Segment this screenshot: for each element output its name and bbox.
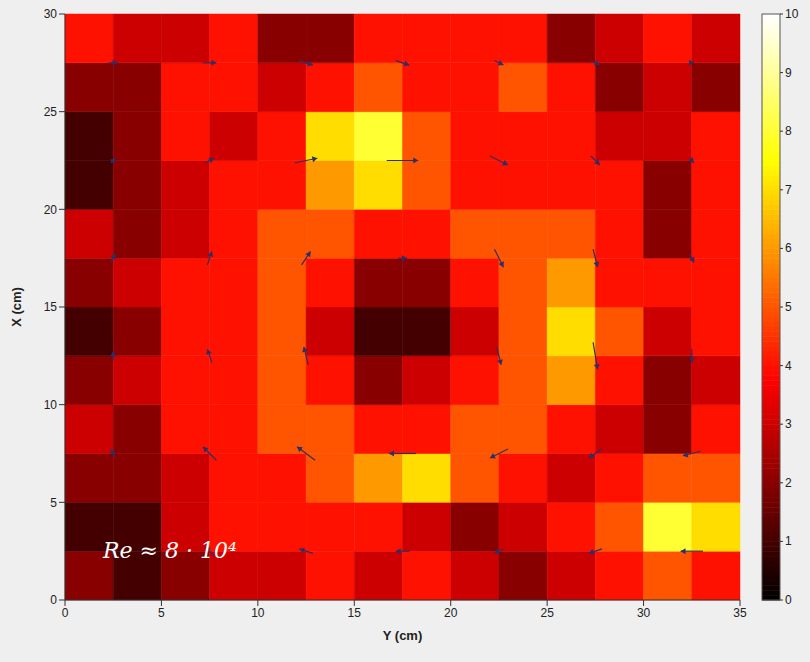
svg-text:4: 4 bbox=[785, 359, 792, 373]
svg-text:6: 6 bbox=[785, 241, 792, 255]
svg-text:10: 10 bbox=[251, 606, 265, 620]
svg-text:2: 2 bbox=[785, 476, 792, 490]
svg-text:10: 10 bbox=[44, 398, 58, 412]
svg-text:5: 5 bbox=[50, 496, 57, 510]
svg-text:5: 5 bbox=[158, 606, 165, 620]
svg-text:5: 5 bbox=[785, 300, 792, 314]
svg-text:25: 25 bbox=[540, 606, 554, 620]
svg-text:10: 10 bbox=[785, 7, 799, 21]
html-text:Re ≈ 8 · 10⁴: Re ≈ 8 · 10⁴ bbox=[103, 538, 237, 563]
svg-text:7: 7 bbox=[785, 183, 792, 197]
svg-text:20: 20 bbox=[444, 606, 458, 620]
svg-text:9: 9 bbox=[785, 66, 792, 80]
svg-text:25: 25 bbox=[44, 105, 58, 119]
svg-text:8: 8 bbox=[785, 124, 792, 138]
svg-text:35: 35 bbox=[733, 606, 747, 620]
svg-text:15: 15 bbox=[348, 606, 362, 620]
svg-text:15: 15 bbox=[44, 300, 58, 314]
svg-text:X (cm): X (cm) bbox=[9, 287, 24, 327]
svg-text:0: 0 bbox=[62, 606, 69, 620]
svg-text:30: 30 bbox=[44, 7, 58, 21]
svg-text:0: 0 bbox=[785, 593, 792, 607]
svg-text:20: 20 bbox=[44, 203, 58, 217]
svg-text:1: 1 bbox=[785, 534, 792, 548]
svg-text:Y (cm): Y (cm) bbox=[383, 628, 423, 643]
svg-text:3: 3 bbox=[785, 417, 792, 431]
svg-text:0: 0 bbox=[50, 593, 57, 607]
svg-text:30: 30 bbox=[637, 606, 651, 620]
